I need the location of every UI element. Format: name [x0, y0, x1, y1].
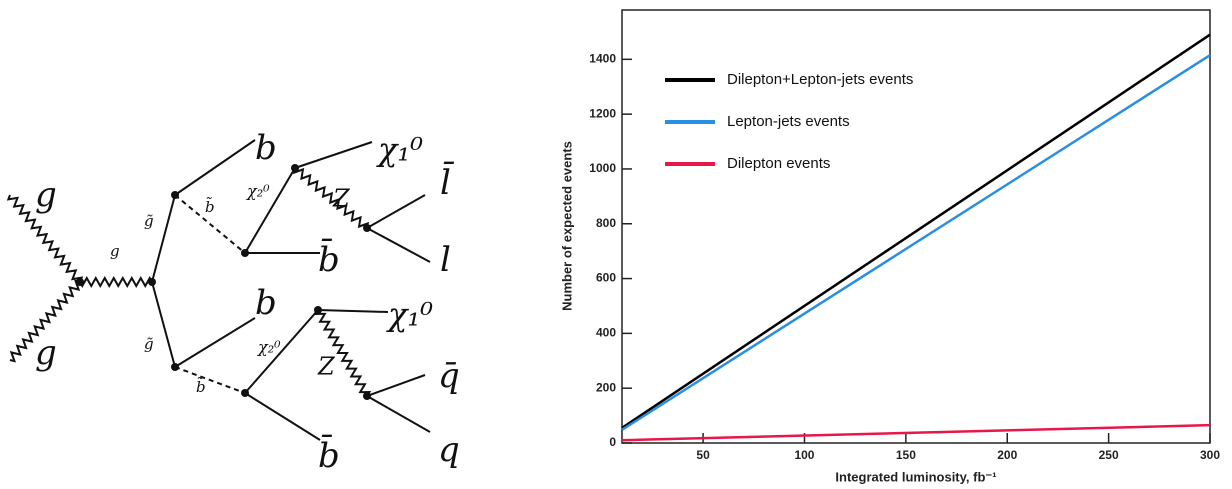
label: b̃ [205, 197, 215, 216]
x-tick-label: 200 [997, 448, 1017, 462]
y-axis-title: Number of expected events [559, 141, 574, 311]
y-tick-label: 0 [609, 435, 616, 449]
boson-line [292, 167, 370, 229]
x-tick-label: 100 [794, 448, 814, 462]
boson-line [6, 194, 84, 283]
label: g [35, 333, 57, 373]
x-tick-label: 250 [1099, 448, 1119, 462]
legend-label: Dilepton events [727, 155, 830, 172]
boson-line [79, 275, 153, 289]
propagator [366, 194, 426, 229]
propagator [174, 139, 256, 196]
propagator [174, 194, 246, 254]
label: b [255, 128, 277, 168]
vertex [241, 389, 249, 397]
label: q [438, 430, 460, 470]
propagator [174, 366, 246, 394]
plot-frame [621, 9, 1211, 444]
label: Z [317, 353, 336, 381]
x-tick-label: 150 [896, 448, 916, 462]
vertex [314, 306, 322, 314]
boson-line [9, 279, 81, 363]
propagator [366, 395, 431, 433]
vertex [171, 363, 179, 371]
propagator [317, 309, 389, 313]
propagator [244, 309, 319, 394]
legend-label: Lepton-jets events [727, 113, 850, 130]
label: Z [332, 185, 351, 213]
vertex [76, 278, 84, 286]
label: b̄ [318, 434, 340, 476]
vertex [171, 191, 179, 199]
label: g [35, 175, 57, 215]
feynman-diagram [6, 139, 431, 441]
label: b̃ [196, 377, 206, 396]
label: χ₂⁰ [257, 338, 281, 357]
y-tick-label: 400 [596, 326, 616, 340]
y-tick-label: 800 [596, 216, 616, 230]
y-tick-label: 1200 [589, 106, 616, 120]
vertex [148, 278, 156, 286]
label: q̄ [438, 356, 460, 396]
vertex [291, 164, 299, 172]
label: b [255, 283, 277, 323]
propagator [294, 141, 373, 169]
vertex [363, 224, 371, 232]
x-tick-label: 300 [1200, 448, 1220, 462]
label: χ₂⁰ [246, 182, 270, 201]
label: l [440, 240, 451, 280]
x-tick-label: 50 [696, 448, 710, 462]
y-tick-label: 600 [596, 271, 616, 285]
boson-line [313, 309, 372, 397]
label: χ₁⁰ [376, 131, 423, 169]
series-line [621, 54, 1211, 431]
label: b̄ [318, 238, 340, 280]
series-line [621, 33, 1211, 429]
label: χ₁⁰ [386, 296, 433, 334]
label: g̃ [144, 335, 154, 353]
propagator [244, 392, 321, 441]
propagator [174, 317, 256, 368]
diagram-labels: g g g g̃ g̃ b̃ b̃ χ₂⁰ χ₂⁰ b b b̄ b̄ χ₁⁰ … [35, 128, 460, 476]
propagator [244, 167, 296, 254]
legend-label: Dilepton+Lepton-jets events [727, 71, 913, 88]
vertex [363, 392, 371, 400]
propagator [151, 194, 176, 283]
propagator [366, 374, 426, 397]
vertex [241, 249, 249, 257]
x-axis-title: Integrated luminosity, fb⁻¹ [835, 469, 996, 484]
y-tick-label: 1400 [589, 52, 616, 66]
propagator [366, 227, 431, 263]
label: g̃ [144, 212, 154, 230]
propagator [151, 281, 176, 368]
y-tick-label: 200 [596, 380, 616, 394]
label: l̄ [440, 161, 455, 203]
y-tick-label: 1000 [589, 161, 616, 175]
series-line [621, 423, 1211, 442]
label: g [110, 242, 120, 260]
